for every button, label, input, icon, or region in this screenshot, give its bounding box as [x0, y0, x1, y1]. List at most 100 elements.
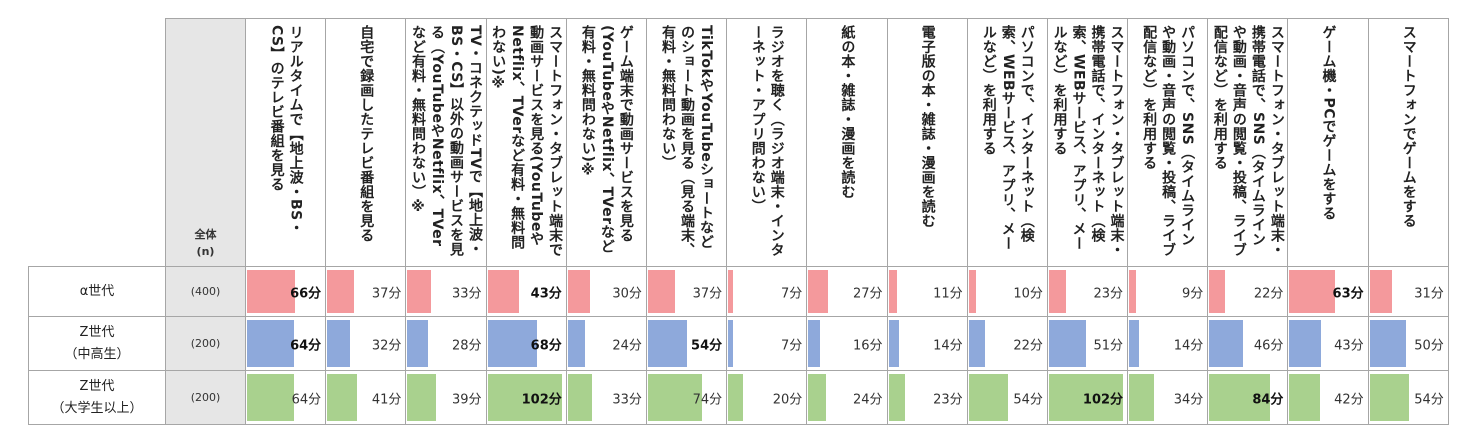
value-bar: [487, 374, 562, 421]
value-label: 54分: [1414, 392, 1444, 407]
value-label: 31分: [1414, 286, 1444, 301]
value-bar: [1048, 320, 1086, 367]
value-cell: 34分: [1127, 370, 1209, 425]
row-label-line: α世代: [79, 283, 115, 299]
value-bar: [808, 270, 828, 313]
value-bar: [487, 320, 538, 367]
column-header-label: TikTokやYouTubeショートなどのショート動画を見る（見る端末、有料・無…: [660, 25, 715, 257]
value-cell: 43分: [485, 266, 567, 317]
value-bar: [1048, 374, 1124, 421]
value-label: 43分: [1334, 338, 1364, 353]
value-bar: [327, 320, 351, 367]
value-cell: 7分: [726, 316, 808, 371]
sample-size: (400): [165, 266, 246, 317]
value-cell: 66分: [244, 266, 327, 317]
value-bar: [1209, 270, 1226, 313]
value-label: 7分: [781, 338, 803, 353]
value-cell: 102分: [1046, 370, 1129, 425]
value-label: 66分: [290, 286, 322, 301]
value-cell: 23分: [1046, 266, 1129, 317]
value-cell: 10分: [966, 266, 1048, 317]
value-label: 30分: [612, 286, 642, 301]
value-bar: [1369, 270, 1393, 313]
column-header: スマートフォンでゲームをする: [1367, 18, 1449, 267]
column-header-label: スマートフォン・タブレット端末で動画サービスを見る(YouTubeやNetfli…: [490, 25, 564, 257]
column-header: TikTokやYouTubeショートなどのショート動画を見る（見る端末、有料・無…: [645, 18, 728, 267]
value-label: 54分: [691, 338, 723, 353]
column-header-label: リアルタイムで【地上波・BS・CS】のテレビ番組を見る: [268, 25, 304, 236]
column-header-label: スマートフォンでゲームをする: [1400, 25, 1417, 228]
value-label: 28分: [452, 338, 482, 353]
total-header: 全体 (n): [165, 18, 246, 267]
value-label: 50分: [1414, 338, 1444, 353]
value-bar: [247, 320, 294, 367]
value-label: 84分: [1252, 392, 1284, 407]
row-label-line: （大学生以上）: [51, 400, 143, 416]
value-cell: 24分: [806, 370, 888, 425]
value-cell: 84分: [1207, 370, 1289, 425]
value-cell: 33分: [405, 266, 487, 317]
value-cell: 14分: [886, 316, 968, 371]
value-bar: [1369, 320, 1406, 367]
value-label: 14分: [933, 338, 963, 353]
column-header: パソコンで、SNS（タイムラインや動画・音声の閲覧・投稿、ライブ配信など）を利用…: [1127, 18, 1209, 267]
value-label: 24分: [612, 338, 642, 353]
column-header: パソコンで、インターネット（検索、WEBサービス、アプリ、メールなど）を利用する: [966, 18, 1048, 267]
value-label: 7分: [781, 286, 803, 301]
value-cell: 50分: [1367, 316, 1449, 371]
value-bar: [968, 320, 985, 367]
value-bar: [1289, 374, 1320, 421]
column-header-label: 紙の本・雑誌・漫画を読む: [839, 25, 856, 199]
value-label: 37分: [371, 286, 402, 301]
value-bar: [1129, 270, 1136, 313]
value-bar: [728, 270, 734, 313]
value-bar: [327, 374, 357, 421]
table-row: Z世代 （中高生） (200) 64分 32分 28分 68分 24分 54分 7分 16分 14分 2…: [28, 316, 1449, 371]
row-label: α世代: [28, 266, 166, 317]
value-bar: [327, 270, 355, 313]
value-bar: [968, 374, 1008, 421]
value-bar: [567, 270, 590, 313]
header-row: 全体 (n) リアルタイムで【地上波・BS・CS】のテレビ番組を見る 自宅で録画し…: [28, 18, 1449, 267]
value-cell: 64分: [244, 370, 327, 425]
value-label: 9分: [1181, 286, 1204, 301]
value-label: 37分: [692, 286, 723, 301]
row-label: Z世代 （中高生）: [28, 316, 166, 371]
value-label: 32分: [371, 338, 402, 353]
column-header-label: TV・コネクテッドTVで【地上波・BS・CS】以外の動画サービスを見る（YouT…: [409, 25, 483, 257]
column-header: 電子版の本・雑誌・漫画を読む: [886, 18, 968, 267]
value-bar: [247, 270, 295, 313]
total-label: 全体: [194, 228, 217, 241]
value-bar: [647, 270, 675, 313]
column-header: ゲーム機・PCでゲームをする: [1287, 18, 1369, 267]
column-header-label: 電子版の本・雑誌・漫画を読む: [919, 25, 936, 228]
value-cell: 68分: [485, 316, 567, 371]
value-label: 64分: [290, 338, 322, 353]
value-label: 14分: [1173, 338, 1204, 353]
value-bar: [1369, 374, 1409, 421]
value-cell: 20分: [726, 370, 808, 425]
table-row: Z世代 （大学生以上） (200) 64分 41分 39分 102分 33分 74分 20分 24分…: [28, 370, 1449, 425]
value-bar: [888, 374, 906, 421]
value-bar: [407, 374, 436, 421]
value-cell: 63分: [1287, 266, 1369, 317]
column-header-label: スマートフォン・タブレット端末・携帯電話で、SNS（タイムラインや動画・音声の閲…: [1211, 25, 1285, 257]
value-cell: 16分: [806, 316, 888, 371]
value-cell: 37分: [325, 266, 407, 317]
column-header: 自宅で録画したテレビ番組を見る: [325, 18, 407, 267]
column-header-label: パソコンで、インターネット（検索、WEBサービス、アプリ、メールなど）を利用する: [980, 25, 1035, 251]
column-header: ゲーム端末で動画サービスを見る(YouTubeやNetflix、TVerなど有料…: [565, 18, 647, 267]
sample-size: (200): [165, 316, 246, 371]
value-bar: [487, 270, 519, 313]
value-cell: 31分: [1367, 266, 1449, 317]
value-label: 33分: [612, 392, 642, 407]
value-label: 68分: [530, 338, 562, 353]
value-label: 54分: [1013, 392, 1043, 407]
column-header-label: ゲーム端末で動画サービスを見る(YouTubeやNetflix、TVerなど有料…: [579, 25, 634, 254]
value-label: 74分: [692, 392, 723, 407]
value-label: 63分: [1332, 286, 1364, 301]
value-cell: 39分: [405, 370, 487, 425]
row-label: Z世代 （大学生以上）: [28, 370, 166, 425]
column-header-label: スマートフォン・タブレット端末・携帯電話で、インターネット（検索、WEBサービス…: [1051, 25, 1125, 257]
value-bar: [567, 320, 586, 367]
